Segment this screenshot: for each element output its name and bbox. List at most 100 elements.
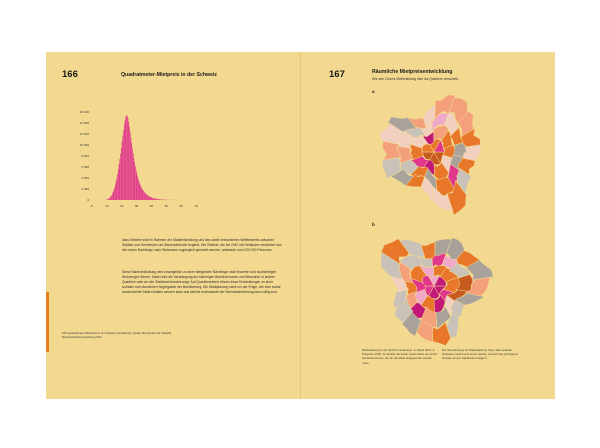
histogram-bar [108,198,110,200]
map-district [455,274,474,293]
histogram-bar [152,198,154,200]
histogram-bar [119,159,121,200]
histogram-bar [141,187,142,200]
map-districts [379,94,482,216]
histogram-bar [130,137,132,200]
histogram-bar [123,129,124,200]
map-district [421,151,435,160]
map-district [387,116,418,133]
y-tick-label: 2 000 [81,187,89,191]
histogram-bar [132,148,133,200]
histogram-bar [147,195,149,200]
map-district [446,179,467,216]
histogram-bar [109,198,110,200]
histogram-bar [136,173,138,200]
map-district [381,140,402,161]
histogram-bar [141,188,143,200]
histogram-bar [138,181,140,200]
map-district [432,186,454,212]
histogram-bar [126,115,127,200]
histogram-bar [128,121,130,200]
histogram-bar [127,118,129,200]
histogram-bar [126,115,128,200]
map-district [405,173,425,188]
histogram-bar [118,169,119,200]
map-district [390,276,410,292]
map-districts [380,237,494,346]
histogram-bar [143,191,144,200]
histogram-bar [109,197,111,200]
histogram-bar [112,193,113,200]
histogram-bar [156,198,158,200]
body-paragraph-2: Diese Nachverdichtung wird unweigerlich … [122,270,281,294]
histogram-bar [139,183,141,200]
histogram-bar [145,193,147,200]
map-district [457,157,476,176]
left-caption: 166 Quadratmeter-Mietpreis in der Schwei… [62,331,172,340]
histogram-bar [138,179,139,200]
histogram-bar [116,177,118,200]
chapter-tab [46,292,49,352]
x-tick-label: 30 [135,204,139,208]
map-district [410,165,429,177]
histogram-bar [120,153,121,200]
book-spread: 166 Quadratmeter-Mietpreis in der Schwei… [46,52,555,399]
histogram-bar [120,147,122,200]
map-district [420,241,436,260]
histogram-bar [121,141,123,200]
histogram-bar [157,199,159,200]
y-tick-label: 4 000 [81,176,89,180]
histogram-bar [107,199,109,200]
histogram-bar [112,191,114,200]
histogram-bar [159,199,161,200]
histogram-bar [135,166,136,200]
histogram-bar [113,189,115,200]
y-tick-label: 0 [87,198,89,202]
histogram-bar [149,196,151,200]
y-tick-label: 12 000 [80,132,90,136]
histogram-bar [137,176,139,200]
histogram-bar [131,143,133,200]
histogram-bar [149,196,150,200]
histogram-bar [134,162,136,200]
histogram-bar [154,198,156,200]
y-tick-label: 10 000 [80,143,90,147]
map-district [454,292,486,306]
histogram-bar [152,197,153,200]
histogram-bar [110,196,112,200]
x-tick-label: 20 [120,204,124,208]
map-district [433,139,446,153]
map-a-label: a [372,89,375,94]
histogram-bar [144,192,146,200]
histogram-chart: 0 2 000 4 000 6 000 8 000 10 000 12 000 14 000 1… [80,110,198,208]
x-tick-label: 10 [105,204,109,208]
histogram-bar [124,120,126,200]
map-district [463,144,482,162]
left-page-title: Quadratmeter-Mietpreis in der Schweiz [121,72,217,78]
map-district [444,110,459,137]
histogram-bar [140,185,141,200]
district-map-a [379,94,482,216]
histogram-bar [144,192,145,200]
map-b-label: b [372,222,375,227]
histogram-bar [135,170,137,200]
district-map-b [380,237,494,346]
map-district [456,167,472,195]
right-caption-right: Die Verschiebung der Mietbelastung zeigt… [442,348,519,361]
map-district [434,94,456,120]
histogram-bar [158,199,159,200]
y-tick-label: 14 000 [80,121,90,125]
histogram-bar [123,124,125,200]
histogram-bar [133,158,135,200]
histogram-bar [117,173,118,200]
histogram-bar [114,187,115,200]
y-tick-label: 6 000 [81,165,89,169]
histogram-bar [146,194,147,200]
histogram-bar [142,189,144,200]
body-paragraph-1: dass Gebiete sind im Rahmen der Stadtent… [122,238,282,252]
x-tick-label: 0 [91,204,93,208]
map-district [465,259,494,281]
histogram-bar [106,199,108,200]
y-tick-label: 16 000 [80,110,90,114]
x-tick-label: 40 [150,204,154,208]
